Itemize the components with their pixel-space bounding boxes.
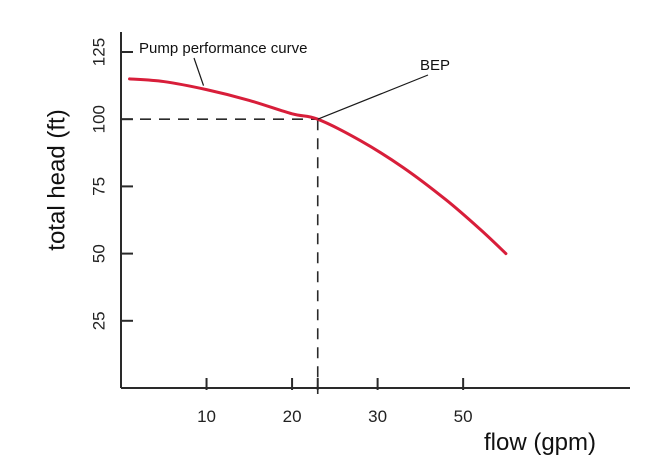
x-ticks: 10 20 30 50 xyxy=(197,378,473,426)
x-tick-label: 20 xyxy=(283,407,302,426)
y-tick-label: 25 xyxy=(89,311,108,330)
x-tick-label: 50 xyxy=(454,407,473,426)
reference-lines xyxy=(121,118,319,394)
series xyxy=(128,77,508,256)
y-tick-label: 75 xyxy=(89,177,108,196)
annotations: Pump performance curve BEP xyxy=(139,40,450,120)
x-tick-label: 10 xyxy=(197,407,216,426)
curve-label-leader xyxy=(193,57,205,86)
x-axis-title: flow (gpm) xyxy=(484,429,596,456)
axes xyxy=(120,32,630,389)
pump-performance-curve xyxy=(128,77,508,256)
y-ticks: 25 50 75 100 125 xyxy=(89,38,133,330)
y-tick-label: 50 xyxy=(89,244,108,263)
bep-label: BEP xyxy=(420,57,450,74)
bep-label-leader xyxy=(317,74,429,120)
y-tick-label: 125 xyxy=(89,38,108,66)
x-tick-label: 30 xyxy=(368,407,387,426)
y-axis-title: total head (ft) xyxy=(43,109,70,250)
curve-label: Pump performance curve xyxy=(139,40,307,57)
y-tick-label: 100 xyxy=(89,105,108,133)
